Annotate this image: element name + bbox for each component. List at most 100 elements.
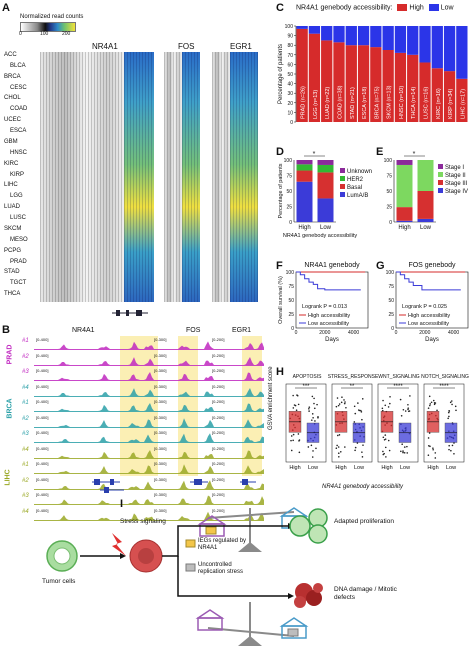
y-tick: 25	[388, 312, 394, 318]
group-label-prad: PRAD	[6, 344, 14, 364]
gene-label-egr1: EGR1	[230, 42, 252, 51]
cancer-label-lusc: LUSC	[10, 215, 27, 222]
sample-label: #2	[22, 353, 29, 360]
chart-e: 0 25 50 75 100 High Low * Stage I Stage II Stage I…	[384, 151, 468, 231]
legend-label: Basal	[347, 185, 362, 191]
cancer-label-kirp: KIRP	[10, 171, 25, 178]
legend-swatch	[340, 192, 345, 197]
x-tick: Low	[420, 225, 432, 231]
panel-h-label: H	[276, 366, 284, 378]
y-tick: 25	[386, 205, 392, 211]
bar-her2	[317, 164, 334, 173]
svg-text:[0-200]: [0-200]	[212, 492, 224, 497]
y-tick: 90	[287, 34, 293, 40]
svg-text:[0-300]: [0-300]	[154, 337, 166, 342]
km-stat: Logrank P = 0.013	[302, 304, 347, 310]
panel-e-label: E	[376, 146, 384, 158]
category-label: ESCA (n=18)	[362, 87, 368, 119]
y-tick: 10	[287, 110, 293, 116]
chart-g: FOS genebody 0 25 50 75 100 0 2000 4000 Logrank P…	[386, 262, 469, 343]
track-signal: [0-400] [0-300] [0-200]	[34, 415, 264, 428]
sample-label: #3	[22, 369, 29, 375]
legend-label: Stage IV	[445, 189, 468, 195]
sample-label: #4	[22, 446, 29, 453]
group-label-brca: BRCA	[6, 397, 14, 419]
km-stat: Logrank P = 0.025	[402, 304, 447, 310]
legend-swatch	[438, 180, 443, 185]
bar-low	[456, 26, 468, 79]
bar-stage-iii	[396, 207, 413, 221]
cancer-label-kirc: KIRC	[4, 160, 19, 167]
x-tick: High	[398, 225, 410, 231]
gene-label-fos: FOS	[178, 42, 195, 51]
track-signal: [0-400] [0-300] [0-200]	[34, 446, 264, 459]
svg-text:[0-400]: [0-400]	[36, 353, 48, 358]
km-xlabel: Days	[425, 337, 439, 343]
iegs-swatch	[185, 539, 196, 548]
colorbar-title: Normalized read counts	[20, 14, 84, 20]
bar-stage-i	[396, 160, 413, 165]
b-gene-egr1: EGR1	[232, 327, 252, 334]
svg-text:[0-400]: [0-400]	[36, 477, 48, 482]
track-signal: [0-400] [0-300] [0-200]	[34, 368, 264, 381]
heatmap-nr4a1-color	[124, 52, 154, 302]
lightning-icon	[112, 533, 126, 556]
x-tick: Low	[320, 225, 332, 231]
svg-text:[0-400]: [0-400]	[36, 399, 48, 404]
y-tick: 100	[284, 158, 293, 164]
legend-label: LumA/B	[347, 193, 368, 199]
y-tick: 60	[287, 62, 293, 68]
y-tick: 50	[288, 298, 294, 304]
sample-label: #3	[22, 493, 29, 499]
km-xlabel: Days	[325, 337, 339, 343]
b-highlight-1	[120, 336, 158, 476]
bar-stage-iii	[417, 191, 434, 219]
sample-label: #1	[22, 338, 29, 344]
bar-stage-iv	[396, 220, 413, 222]
d-xlabel: NR4A1 genebody accessibility	[283, 233, 358, 239]
cancer-label-tgct: TGCT	[10, 280, 27, 287]
svg-text:[0-200]: [0-200]	[212, 353, 224, 358]
x-tick: 4000	[348, 330, 359, 336]
chart-h: APOPTOSIS *** High Low STRESS_RESPONSE ** High…	[285, 374, 469, 471]
i-iegs-label: IEGs regulated by NR4A1	[198, 538, 247, 551]
cancer-label-stad: STAD	[4, 269, 20, 276]
bar-low	[407, 26, 419, 55]
y-tick: 25	[288, 312, 294, 318]
svg-text:[0-200]: [0-200]	[212, 399, 224, 404]
y-tick: 25	[286, 205, 292, 211]
h-x-tick: Low	[400, 465, 410, 471]
h-ylabel: GSVA enrichment score	[268, 366, 274, 430]
svg-text:[0-200]: [0-200]	[212, 446, 224, 451]
svg-text:[0-400]: [0-400]	[36, 415, 48, 420]
svg-text:[0-400]: [0-400]	[36, 430, 48, 435]
panel-b-label: B	[2, 324, 10, 336]
group-label-lihc: LIHC	[4, 469, 12, 486]
panel-a-label: A	[2, 2, 10, 14]
svg-text:[0-200]: [0-200]	[212, 384, 224, 389]
legend-label: Stage III	[445, 181, 468, 187]
cancer-label-cesc: CESC	[10, 84, 27, 91]
cancer-label-ucec: UCEC	[4, 117, 22, 124]
km-legend-high: High accessibility	[408, 313, 450, 319]
bar-low	[308, 26, 321, 34]
bar-her2	[296, 164, 313, 171]
panel-i-label: I	[120, 498, 124, 510]
heatmap-fos-color	[182, 52, 200, 302]
colorbar-tick-0: 0	[19, 31, 22, 37]
c-legend-high: High	[409, 4, 424, 12]
bar-high	[456, 78, 468, 122]
sig-star: *	[313, 151, 316, 158]
bar-low	[419, 26, 431, 63]
unc-swatch	[185, 563, 196, 572]
c-ylabel: Percentage of patients	[278, 44, 284, 104]
legend-label: Unknown	[347, 169, 372, 175]
heatmap-fos-gray	[164, 52, 182, 302]
svg-text:[0-400]: [0-400]	[36, 368, 48, 373]
svg-text:[0-400]: [0-400]	[36, 508, 48, 513]
y-tick: 75	[386, 174, 392, 180]
svg-text:[0-300]: [0-300]	[154, 477, 166, 482]
c-legend-low-swatch	[428, 4, 439, 11]
h-xlabel: NR4A1 genebody accessibility	[322, 484, 404, 490]
bar-low	[321, 26, 333, 41]
